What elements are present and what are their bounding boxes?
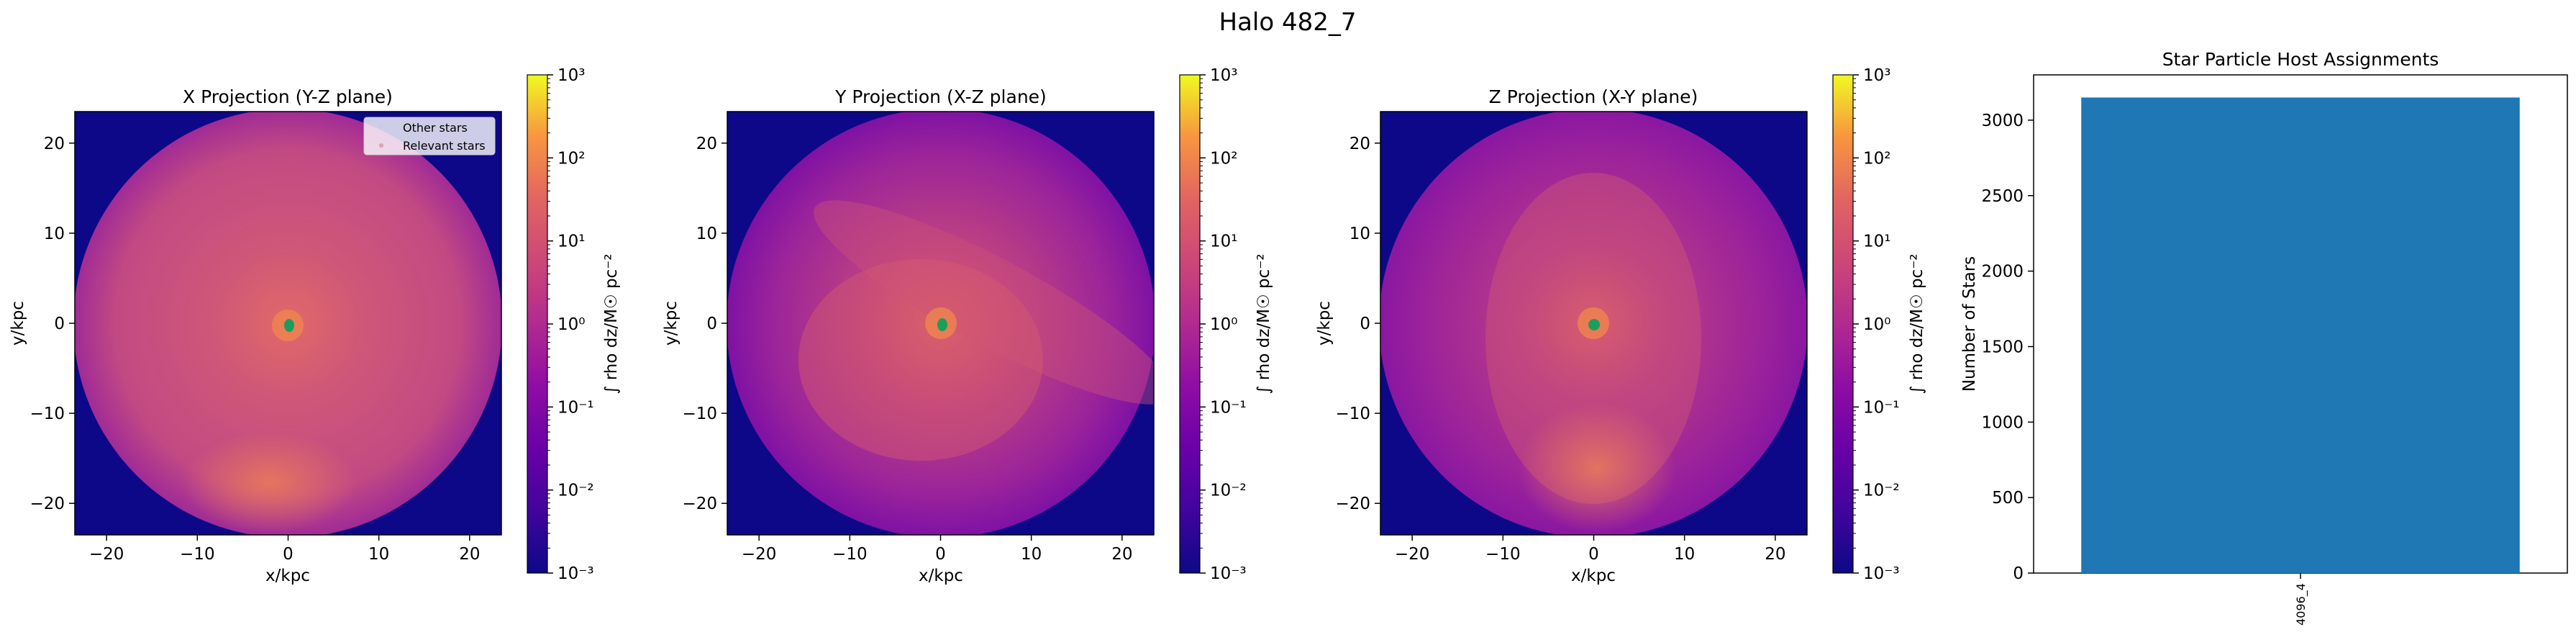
colorbar-tick-label: 10³: [1863, 66, 1891, 85]
colorbar-tick-label: 10¹: [557, 233, 586, 251]
dense-region: [1518, 403, 1676, 533]
x-tick-label: 4096_4: [2294, 583, 2308, 626]
colorbar-gradient: [1832, 74, 1854, 574]
bar: [2081, 97, 2520, 574]
axes-x-projection: X Projection (Y-Z plane) x/kpc y/kpc −20…: [9, 86, 502, 585]
colorbar-tick-label: 10²: [1210, 149, 1238, 168]
x-tick-label: 10: [1021, 545, 1042, 564]
colorbar-label: ∫ rho dz/M☉ pc⁻²: [1255, 253, 1273, 394]
star-cluster: [937, 318, 947, 331]
colorbar-tick-label: 10²: [557, 149, 586, 168]
colorbar-tick-label: 10⁰: [1210, 315, 1238, 334]
colorbar-y-projection: 10⁻³ 10⁻² 10⁻¹ 10⁰ 10¹ 10² 10³ ∫ rho dz/M☉ pc⁻…: [1179, 66, 1273, 583]
y-tick-label: −20: [682, 495, 717, 513]
x-tick-label: −20: [1395, 545, 1430, 564]
colorbar-tick-label: 10⁻³: [1210, 564, 1247, 583]
colorbar-tick-label: 10⁻²: [1863, 482, 1900, 500]
x-axis-label: x/kpc: [265, 567, 310, 585]
y-tick-label: −10: [682, 405, 717, 423]
x-tick-label: −10: [180, 545, 215, 564]
y-tick-label: −10: [1335, 405, 1370, 423]
y-tick-label: 20: [44, 135, 65, 153]
x-tick-label: 20: [1111, 545, 1132, 564]
y-tick-label: 10: [1350, 225, 1370, 243]
y-tick-label: 10: [696, 225, 717, 243]
colorbar-z-projection: 10⁻³ 10⁻² 10⁻¹ 10⁰ 10¹ 10² 10³ ∫ rho dz/M☉ pc⁻…: [1832, 66, 1926, 583]
y-tick-label: 2500: [1981, 187, 2024, 206]
inner-halo: [798, 259, 1043, 461]
y-axis-label: y/kpc: [9, 301, 27, 346]
colorbar-tick-label: 10¹: [1863, 233, 1891, 251]
y-tick-label: 20: [1350, 135, 1370, 153]
dense-region: [183, 432, 356, 533]
legend-box: [363, 117, 496, 156]
colorbar-tick-label: 10⁰: [1863, 315, 1891, 334]
panel-title: X Projection (Y-Z plane): [183, 86, 393, 107]
y-axis-label: y/kpc: [1315, 301, 1334, 346]
y-tick-label: 0: [2013, 564, 2024, 583]
x-tick-label: −10: [1485, 545, 1521, 564]
x-tick-label: 0: [283, 545, 293, 564]
x-axis-label: x/kpc: [1571, 567, 1616, 585]
panel-title: Z Projection (X-Y plane): [1489, 86, 1698, 107]
y-tick-label: −20: [1335, 495, 1370, 513]
colorbar-x-projection: 10⁻³ 10⁻² 10⁻¹ 10⁰ 10¹ 10² 10³ ∫ rho dz/M☉ pc⁻…: [527, 66, 621, 583]
y-tick-label: 1000: [1981, 413, 2024, 432]
y-tick-label: 10: [44, 225, 65, 243]
y-tick-label: 0: [706, 315, 717, 333]
legend: Other stars Relevant stars: [363, 117, 496, 156]
star-cluster: [1588, 319, 1600, 330]
colorbar-tick-label: 10⁰: [557, 315, 586, 334]
colorbar-tick-label: 10⁻²: [557, 482, 594, 500]
y-tick-label: 0: [1360, 315, 1370, 333]
y-tick-label: −20: [29, 495, 65, 513]
y-tick-label: 20: [696, 135, 717, 153]
y-tick-label: 500: [1992, 489, 2024, 508]
relevant-stars-marker: [379, 143, 383, 148]
x-tick-label: −10: [832, 545, 868, 564]
x-tick-label: 10: [368, 545, 389, 564]
axes-z-projection: Z Projection (X-Y plane) x/kpc y/kpc −20…: [1315, 86, 1808, 585]
colorbar-gradient: [1179, 74, 1201, 574]
x-tick-label: 0: [935, 545, 946, 564]
x-tick-label: −20: [89, 545, 124, 564]
colorbar-tick-label: 10¹: [1210, 233, 1238, 251]
figure-title: Halo 482_7: [1219, 8, 1357, 37]
colorbar-tick-label: 10³: [557, 66, 586, 85]
x-axis-label: x/kpc: [919, 567, 963, 585]
colorbar-label: ∫ rho dz/M☉ pc⁻²: [602, 253, 621, 394]
colorbar-tick-label: 10⁻²: [1210, 482, 1247, 500]
x-tick-label: 20: [1765, 545, 1785, 564]
x-tick-label: 0: [1588, 545, 1599, 564]
other-stars-marker: [379, 125, 383, 130]
legend-label-relevant: Relevant stars: [403, 139, 486, 153]
axes-y-projection: Y Projection (X-Z plane) x/kpc y/kpc −20…: [662, 86, 1155, 585]
y-tick-label: 0: [54, 315, 65, 333]
panel-title: Star Particle Host Assignments: [2162, 49, 2439, 70]
x-tick-label: 20: [459, 545, 480, 564]
y-tick-label: 3000: [1981, 112, 2024, 130]
axes-host-assignments: Star Particle Host Assignments Number of…: [1960, 49, 2568, 626]
filament: [814, 200, 1154, 405]
colorbar-gradient: [527, 74, 548, 574]
star-cluster: [284, 319, 294, 332]
y-tick-label: −10: [29, 405, 65, 423]
colorbar-tick-label: 10²: [1863, 149, 1891, 168]
colorbar-tick-label: 10⁻¹: [557, 398, 594, 417]
colorbar-tick-label: 10⁻¹: [1210, 398, 1247, 417]
colorbar-tick-label: 10⁻³: [557, 564, 594, 583]
y-axis-label: y/kpc: [662, 301, 681, 346]
colorbar-label: ∫ rho dz/M☉ pc⁻²: [1908, 253, 1926, 394]
legend-label-other: Other stars: [403, 121, 468, 135]
y-axis-label: Number of Stars: [1960, 256, 1979, 392]
colorbar-tick-label: 10⁻³: [1863, 564, 1900, 583]
y-tick-label: 1500: [1981, 338, 2024, 356]
x-tick-label: −20: [742, 545, 777, 564]
x-tick-label: 10: [1674, 545, 1695, 564]
y-tick-label: 2000: [1981, 263, 2024, 281]
colorbar-tick-label: 10³: [1210, 66, 1238, 85]
colorbar-tick-label: 10⁻¹: [1863, 398, 1900, 417]
panel-title: Y Projection (X-Z plane): [834, 86, 1047, 107]
